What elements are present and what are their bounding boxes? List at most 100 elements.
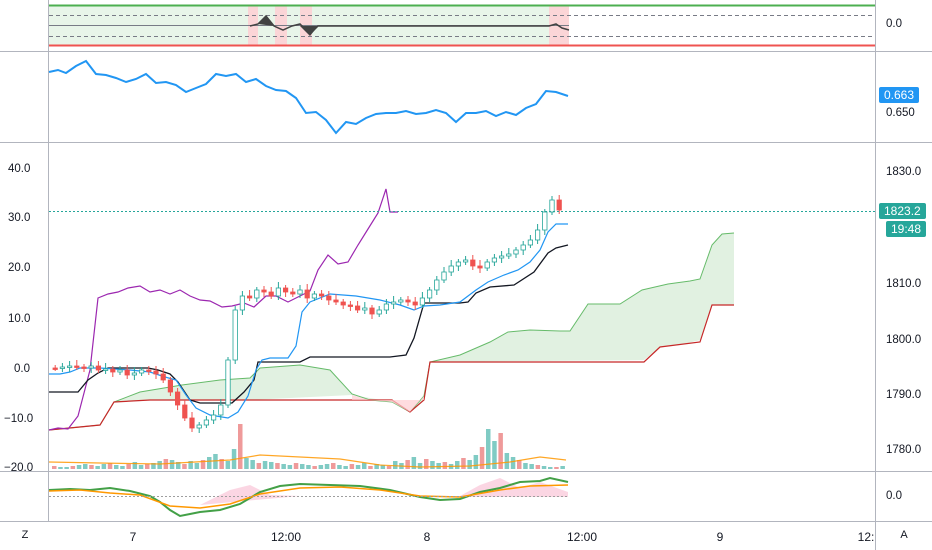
volume-bar (374, 464, 379, 469)
candle-body (369, 307, 375, 315)
left-scale-0: 0.0 (14, 363, 30, 375)
volume-bar (510, 457, 516, 469)
candle-body (131, 372, 137, 376)
auto-scale-button[interactable]: A (900, 529, 908, 541)
candle-body (304, 289, 310, 299)
left-scale-30: 30.0 (8, 212, 31, 224)
volume-bar (535, 465, 541, 469)
candle-body (74, 365, 80, 368)
candle-body (383, 303, 390, 311)
timezone-button[interactable]: Z (21, 529, 29, 541)
candle-body (232, 309, 238, 361)
price-scale-1790: 1790.0 (886, 389, 922, 401)
volume-bar (380, 465, 386, 469)
candle-body (376, 309, 382, 315)
candle-body (182, 404, 188, 419)
candle-body (246, 295, 253, 299)
candle-body (218, 404, 224, 416)
volume-bar (244, 458, 249, 469)
volume-bar (523, 463, 528, 469)
volume-bar (52, 466, 57, 469)
candle-body (311, 293, 318, 299)
kumo-red-segment (352, 395, 424, 412)
volume-bar (132, 462, 138, 469)
volume-bar (300, 464, 305, 469)
top-oscillator-pane (49, 4, 875, 47)
candle-body (81, 366, 87, 369)
bar-countdown-tag: 19:48 (886, 221, 927, 237)
price-scale-1800: 1800.0 (886, 334, 922, 346)
candle-body (426, 289, 433, 299)
left-scale-40: 40.0 (8, 163, 31, 175)
volume-bar (306, 465, 311, 469)
time-label-day9: 9 (716, 530, 724, 544)
left-scale-minus20: −20.0 (4, 462, 34, 474)
volume-bar (492, 441, 497, 469)
left-scale-10: 10.0 (8, 313, 31, 325)
blue-pane-scale-label: 0.650 (886, 107, 915, 119)
blue-indicator-pane (48, 59, 569, 135)
candle-body (513, 249, 519, 255)
candle-body (117, 369, 123, 373)
candle-body (189, 417, 195, 429)
candle-body (203, 419, 209, 426)
volume-bar (83, 464, 88, 469)
volume-bar (417, 463, 423, 469)
volume-bar (293, 463, 299, 469)
volume-bar (70, 466, 76, 469)
volume-bar (548, 467, 553, 469)
last-price-tag: 1823.2 (879, 203, 926, 219)
time-label-day8: 8 (423, 530, 431, 544)
volume-bar (145, 464, 150, 469)
volume-bar (498, 433, 503, 469)
candle-body (434, 279, 440, 291)
price-scale-1780: 1780.0 (886, 444, 922, 456)
candle-body (347, 304, 354, 307)
volume-bar (424, 459, 429, 469)
volume-bar (256, 463, 262, 469)
volume-bar (318, 465, 324, 469)
bottom-oscillator-pane (48, 476, 569, 518)
volume-bar (362, 463, 367, 469)
volume-bar (176, 462, 181, 469)
candle-body (520, 244, 526, 251)
volume-bar (368, 466, 373, 469)
volume-bar (114, 465, 119, 469)
volume-bar (76, 465, 82, 469)
volume-bar (411, 457, 417, 469)
candle-body (268, 291, 274, 297)
candle-body (556, 199, 562, 211)
left-scale-minus10: −10.0 (4, 413, 34, 425)
volume-bar (486, 429, 491, 469)
main-price-pane (48, 188, 875, 469)
candle-body (477, 265, 483, 269)
candle-body (333, 299, 339, 303)
time-label-noon1: 12:00 (270, 530, 302, 544)
volume-bar (312, 466, 317, 469)
candle-body (441, 271, 447, 281)
volume-bar (455, 461, 460, 469)
candle-body (196, 424, 202, 429)
volume-bar (95, 466, 100, 469)
volume-bar (430, 461, 435, 469)
candle-body (340, 301, 346, 306)
time-label-noon2: 12:00 (566, 530, 598, 544)
volume-bar (238, 424, 243, 469)
candle-body (167, 379, 173, 393)
candle-body (254, 289, 260, 299)
candle-body (210, 414, 217, 421)
volume-bar (355, 465, 361, 469)
volume-bar (188, 461, 193, 469)
candle-body (470, 259, 476, 267)
volume-bar (194, 463, 200, 469)
candle-body (275, 287, 282, 297)
candle-body (138, 369, 145, 374)
volume-bar (337, 465, 342, 469)
volume-bar (541, 466, 547, 469)
volume-bar (479, 447, 485, 469)
candle-body (398, 299, 404, 303)
volume-bar (225, 461, 231, 469)
candle-body (549, 199, 555, 213)
